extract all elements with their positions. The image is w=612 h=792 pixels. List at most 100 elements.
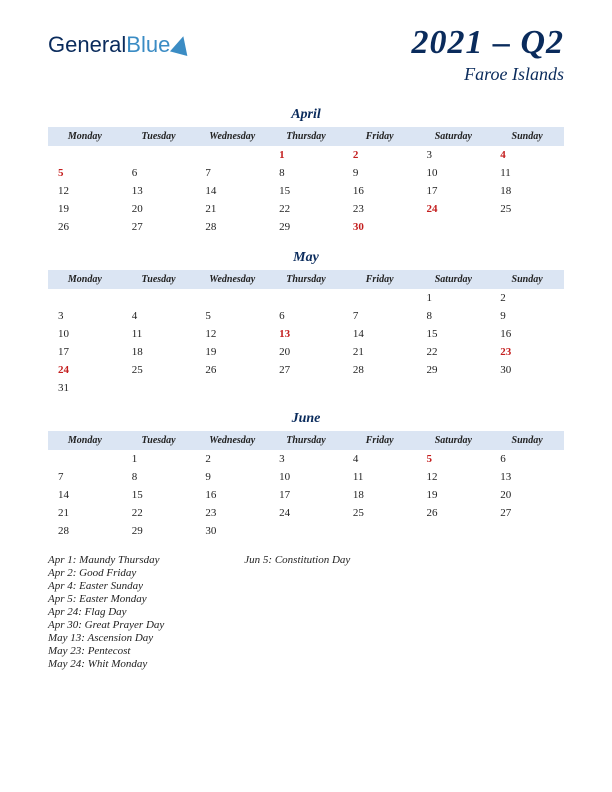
calendar-cell: 26 bbox=[417, 504, 491, 522]
calendar-cell: 16 bbox=[195, 486, 269, 504]
day-header: Tuesday bbox=[122, 431, 196, 450]
calendar-cell: 21 bbox=[195, 200, 269, 218]
holiday-entry: Apr 2: Good Friday bbox=[48, 567, 164, 579]
calendar-row: 78910111213 bbox=[48, 468, 564, 486]
calendar-cell: 10 bbox=[417, 164, 491, 182]
calendar-cell: 7 bbox=[195, 164, 269, 182]
calendar-cell: 14 bbox=[195, 182, 269, 200]
calendar-cell: 6 bbox=[490, 450, 564, 468]
calendar-row: 21222324252627 bbox=[48, 504, 564, 522]
calendar-cell: 27 bbox=[122, 218, 196, 236]
calendar-row: 31 bbox=[48, 379, 564, 397]
holiday-entry: May 13: Ascension Day bbox=[48, 632, 164, 644]
day-header: Monday bbox=[48, 270, 122, 289]
calendar-cell: 26 bbox=[48, 218, 122, 236]
calendar-cell: 23 bbox=[490, 343, 564, 361]
holiday-entry: Apr 30: Great Prayer Day bbox=[48, 619, 164, 631]
title-block: 2021 – Q2 Faroe Islands bbox=[411, 24, 564, 85]
calendar-cell bbox=[269, 379, 343, 397]
calendar-row: 19202122232425 bbox=[48, 200, 564, 218]
calendar-cell bbox=[343, 522, 417, 540]
calendar-cell: 5 bbox=[48, 164, 122, 182]
calendar-cell: 31 bbox=[48, 379, 122, 397]
calendar-cell: 11 bbox=[122, 325, 196, 343]
day-header: Wednesday bbox=[195, 431, 269, 450]
day-header: Monday bbox=[48, 127, 122, 146]
calendar-cell bbox=[417, 379, 491, 397]
day-header: Wednesday bbox=[195, 270, 269, 289]
calendar-cell: 4 bbox=[122, 307, 196, 325]
calendar-cell: 8 bbox=[122, 468, 196, 486]
calendar-table: MondayTuesdayWednesdayThursdayFridaySatu… bbox=[48, 431, 564, 540]
calendar-cell: 5 bbox=[417, 450, 491, 468]
calendar-cell: 3 bbox=[269, 450, 343, 468]
calendar-row: 123456 bbox=[48, 450, 564, 468]
day-header: Saturday bbox=[417, 127, 491, 146]
page-subtitle: Faroe Islands bbox=[411, 64, 564, 85]
calendar-row: 12 bbox=[48, 289, 564, 307]
month-title: June bbox=[48, 411, 564, 427]
calendar-cell: 15 bbox=[269, 182, 343, 200]
day-header: Thursday bbox=[269, 431, 343, 450]
day-header: Tuesday bbox=[122, 270, 196, 289]
calendar-cell: 1 bbox=[417, 289, 491, 307]
calendar-cell: 30 bbox=[195, 522, 269, 540]
calendar-cell: 13 bbox=[122, 182, 196, 200]
calendar-cell: 20 bbox=[269, 343, 343, 361]
calendar-cell: 24 bbox=[269, 504, 343, 522]
calendar-cell: 8 bbox=[417, 307, 491, 325]
calendar-cell bbox=[122, 146, 196, 164]
calendar-cell: 21 bbox=[343, 343, 417, 361]
calendar-cell bbox=[343, 289, 417, 307]
calendar-cell: 4 bbox=[343, 450, 417, 468]
calendar-cell: 20 bbox=[490, 486, 564, 504]
calendar-cell: 16 bbox=[490, 325, 564, 343]
calendar-cell: 7 bbox=[343, 307, 417, 325]
calendar-cell bbox=[269, 522, 343, 540]
calendar-cell: 30 bbox=[343, 218, 417, 236]
calendar-cell: 2 bbox=[343, 146, 417, 164]
holiday-entry: May 24: Whit Monday bbox=[48, 658, 164, 670]
day-header: Tuesday bbox=[122, 127, 196, 146]
holidays-col-1: Apr 1: Maundy ThursdayApr 2: Good Friday… bbox=[48, 554, 164, 670]
calendar-cell: 17 bbox=[417, 182, 491, 200]
calendars-container: AprilMondayTuesdayWednesdayThursdayFrida… bbox=[48, 107, 564, 540]
calendar-cell: 13 bbox=[490, 468, 564, 486]
calendar-cell bbox=[343, 379, 417, 397]
calendar-cell: 18 bbox=[343, 486, 417, 504]
calendar-cell: 13 bbox=[269, 325, 343, 343]
calendar-cell: 12 bbox=[195, 325, 269, 343]
calendar-row: 567891011 bbox=[48, 164, 564, 182]
day-header: Sunday bbox=[490, 127, 564, 146]
day-header: Sunday bbox=[490, 431, 564, 450]
day-header: Thursday bbox=[269, 270, 343, 289]
calendar-cell: 17 bbox=[269, 486, 343, 504]
calendar-cell: 2 bbox=[195, 450, 269, 468]
header: GeneralBlue 2021 – Q2 Faroe Islands bbox=[48, 24, 564, 85]
logo-text-2: Blue bbox=[126, 32, 170, 58]
calendar-row: 1234 bbox=[48, 146, 564, 164]
calendar-row: 14151617181920 bbox=[48, 486, 564, 504]
calendar-cell: 29 bbox=[269, 218, 343, 236]
calendar-cell: 16 bbox=[343, 182, 417, 200]
calendar-cell bbox=[490, 522, 564, 540]
page-title: 2021 – Q2 bbox=[411, 24, 564, 62]
holiday-entry: Apr 5: Easter Monday bbox=[48, 593, 164, 605]
calendar-cell: 30 bbox=[490, 361, 564, 379]
calendar-cell: 11 bbox=[490, 164, 564, 182]
calendar-cell: 25 bbox=[490, 200, 564, 218]
calendar-row: 24252627282930 bbox=[48, 361, 564, 379]
holiday-entry: Apr 4: Easter Sunday bbox=[48, 580, 164, 592]
calendar-cell: 12 bbox=[417, 468, 491, 486]
calendar-cell: 18 bbox=[122, 343, 196, 361]
calendar-row: 12131415161718 bbox=[48, 182, 564, 200]
calendar-row: 2627282930 bbox=[48, 218, 564, 236]
day-header: Saturday bbox=[417, 270, 491, 289]
calendar-table: MondayTuesdayWednesdayThursdayFridaySatu… bbox=[48, 127, 564, 236]
calendar-cell: 7 bbox=[48, 468, 122, 486]
calendar-cell: 14 bbox=[343, 325, 417, 343]
calendar-cell: 3 bbox=[417, 146, 491, 164]
calendar-row: 17181920212223 bbox=[48, 343, 564, 361]
calendar-cell: 28 bbox=[48, 522, 122, 540]
calendar-cell bbox=[122, 379, 196, 397]
